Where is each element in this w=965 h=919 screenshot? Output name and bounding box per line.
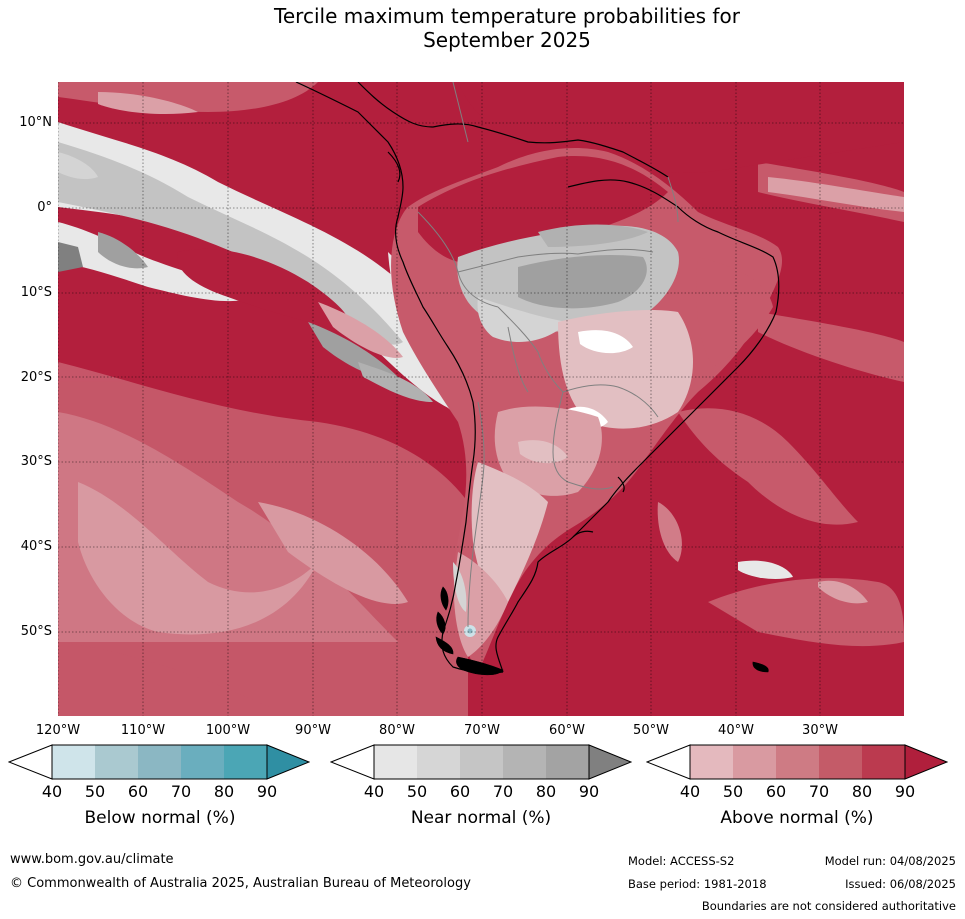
probability-map [58, 82, 904, 716]
legend-above-tick-50: 50 [722, 782, 744, 801]
lat-label-10s: 10°S [20, 285, 52, 300]
legend-near-normal-colorbar [330, 744, 632, 780]
legend-near-tick-60: 60 [449, 782, 471, 801]
legend-above-normal-colorbar [646, 744, 948, 780]
country-borders [417, 82, 679, 628]
lat-label-30s: 30°S [20, 454, 52, 469]
legend-swatch [138, 745, 181, 779]
legend-below-tick-80: 80 [213, 782, 235, 801]
legend-swatch [52, 745, 95, 779]
legend-swatch [374, 745, 417, 779]
legend-near-tick-50: 50 [406, 782, 428, 801]
tierra-del-fuego [435, 586, 769, 676]
legend-swatch [690, 745, 733, 779]
lon-label-100w: 100°W [205, 723, 251, 738]
map-title: Tercile maximum temperature probabilitie… [0, 4, 965, 52]
lat-label-40s: 40°S [20, 539, 52, 554]
title-line-2: September 2025 [423, 28, 591, 52]
lat-label-20s: 20°S [20, 370, 52, 385]
lat-label-50s: 50°S [20, 624, 52, 639]
south-america-land [391, 147, 783, 672]
legend-below-tick-90: 90 [256, 782, 278, 801]
legend-swatch [733, 745, 776, 779]
lon-label-60w: 60°W [549, 723, 585, 738]
legend-near-tick-40: 40 [363, 782, 385, 801]
legend-below-normal-label: Below normal (%) [84, 808, 236, 828]
lon-label-70w: 70°W [464, 723, 500, 738]
legend-swatch [503, 745, 546, 779]
boundaries-disclaimer: Boundaries are not considered authoritat… [701, 899, 956, 913]
argentina-low-above [471, 462, 548, 612]
lon-label-120w: 120°W [35, 723, 81, 738]
legend-swatch [417, 745, 460, 779]
base-period: Base period: 1981-2018 [628, 877, 767, 891]
model-run: Model run: 04/08/2025 [824, 854, 956, 868]
legend-above-normal-label: Above normal (%) [720, 808, 874, 828]
legend-above-tick-90: 90 [894, 782, 916, 801]
issued-date: Issued: 06/08/2025 [845, 877, 956, 891]
legend-swatch [546, 745, 589, 779]
legend-near-tick-70: 70 [492, 782, 514, 801]
legend-below-tick-40: 40 [41, 782, 63, 801]
lon-label-90w: 90°W [295, 723, 331, 738]
lon-label-40w: 40°W [718, 723, 754, 738]
lon-label-50w: 50°W [633, 723, 669, 738]
legend-swatch [181, 745, 224, 779]
legend-above-tick-40: 40 [679, 782, 701, 801]
legend-above-tick-70: 70 [808, 782, 830, 801]
pacific-mottled-field [58, 362, 468, 716]
website-link[interactable]: www.bom.gov.au/climate [10, 852, 174, 867]
atlantic-mottled-field [657, 162, 904, 647]
lat-label-10n: 10°N [19, 115, 52, 130]
title-line-1: Tercile maximum temperature probabilitie… [274, 4, 740, 28]
lon-label-80w: 80°W [379, 723, 415, 738]
copyright-text: © Commonwealth of Australia 2025, Austra… [10, 876, 471, 891]
legend-below-tick-70: 70 [170, 782, 192, 801]
legend-swatch [819, 745, 862, 779]
legend-above-tick-80: 80 [851, 782, 873, 801]
model-name: Model: ACCESS-S2 [628, 854, 735, 868]
lon-label-30w: 30°W [802, 723, 838, 738]
lon-label-110w: 110°W [120, 723, 166, 738]
lat-label-0: 0° [37, 200, 52, 215]
legend-below-tick-60: 60 [127, 782, 149, 801]
legend-near-tick-80: 80 [535, 782, 557, 801]
legend-below-tick-50: 50 [84, 782, 106, 801]
legend-near-normal-label: Near normal (%) [410, 808, 552, 828]
legend-swatch [95, 745, 138, 779]
pacific-red-core [177, 248, 351, 332]
legend-swatch [224, 745, 267, 779]
legend-above-tick-60: 60 [765, 782, 787, 801]
legend-near-tick-90: 90 [578, 782, 600, 801]
legend-swatch [460, 745, 503, 779]
legend-swatch [862, 745, 905, 779]
legend-below-normal-colorbar [8, 744, 310, 780]
graticule [58, 82, 904, 716]
legend-swatch [776, 745, 819, 779]
